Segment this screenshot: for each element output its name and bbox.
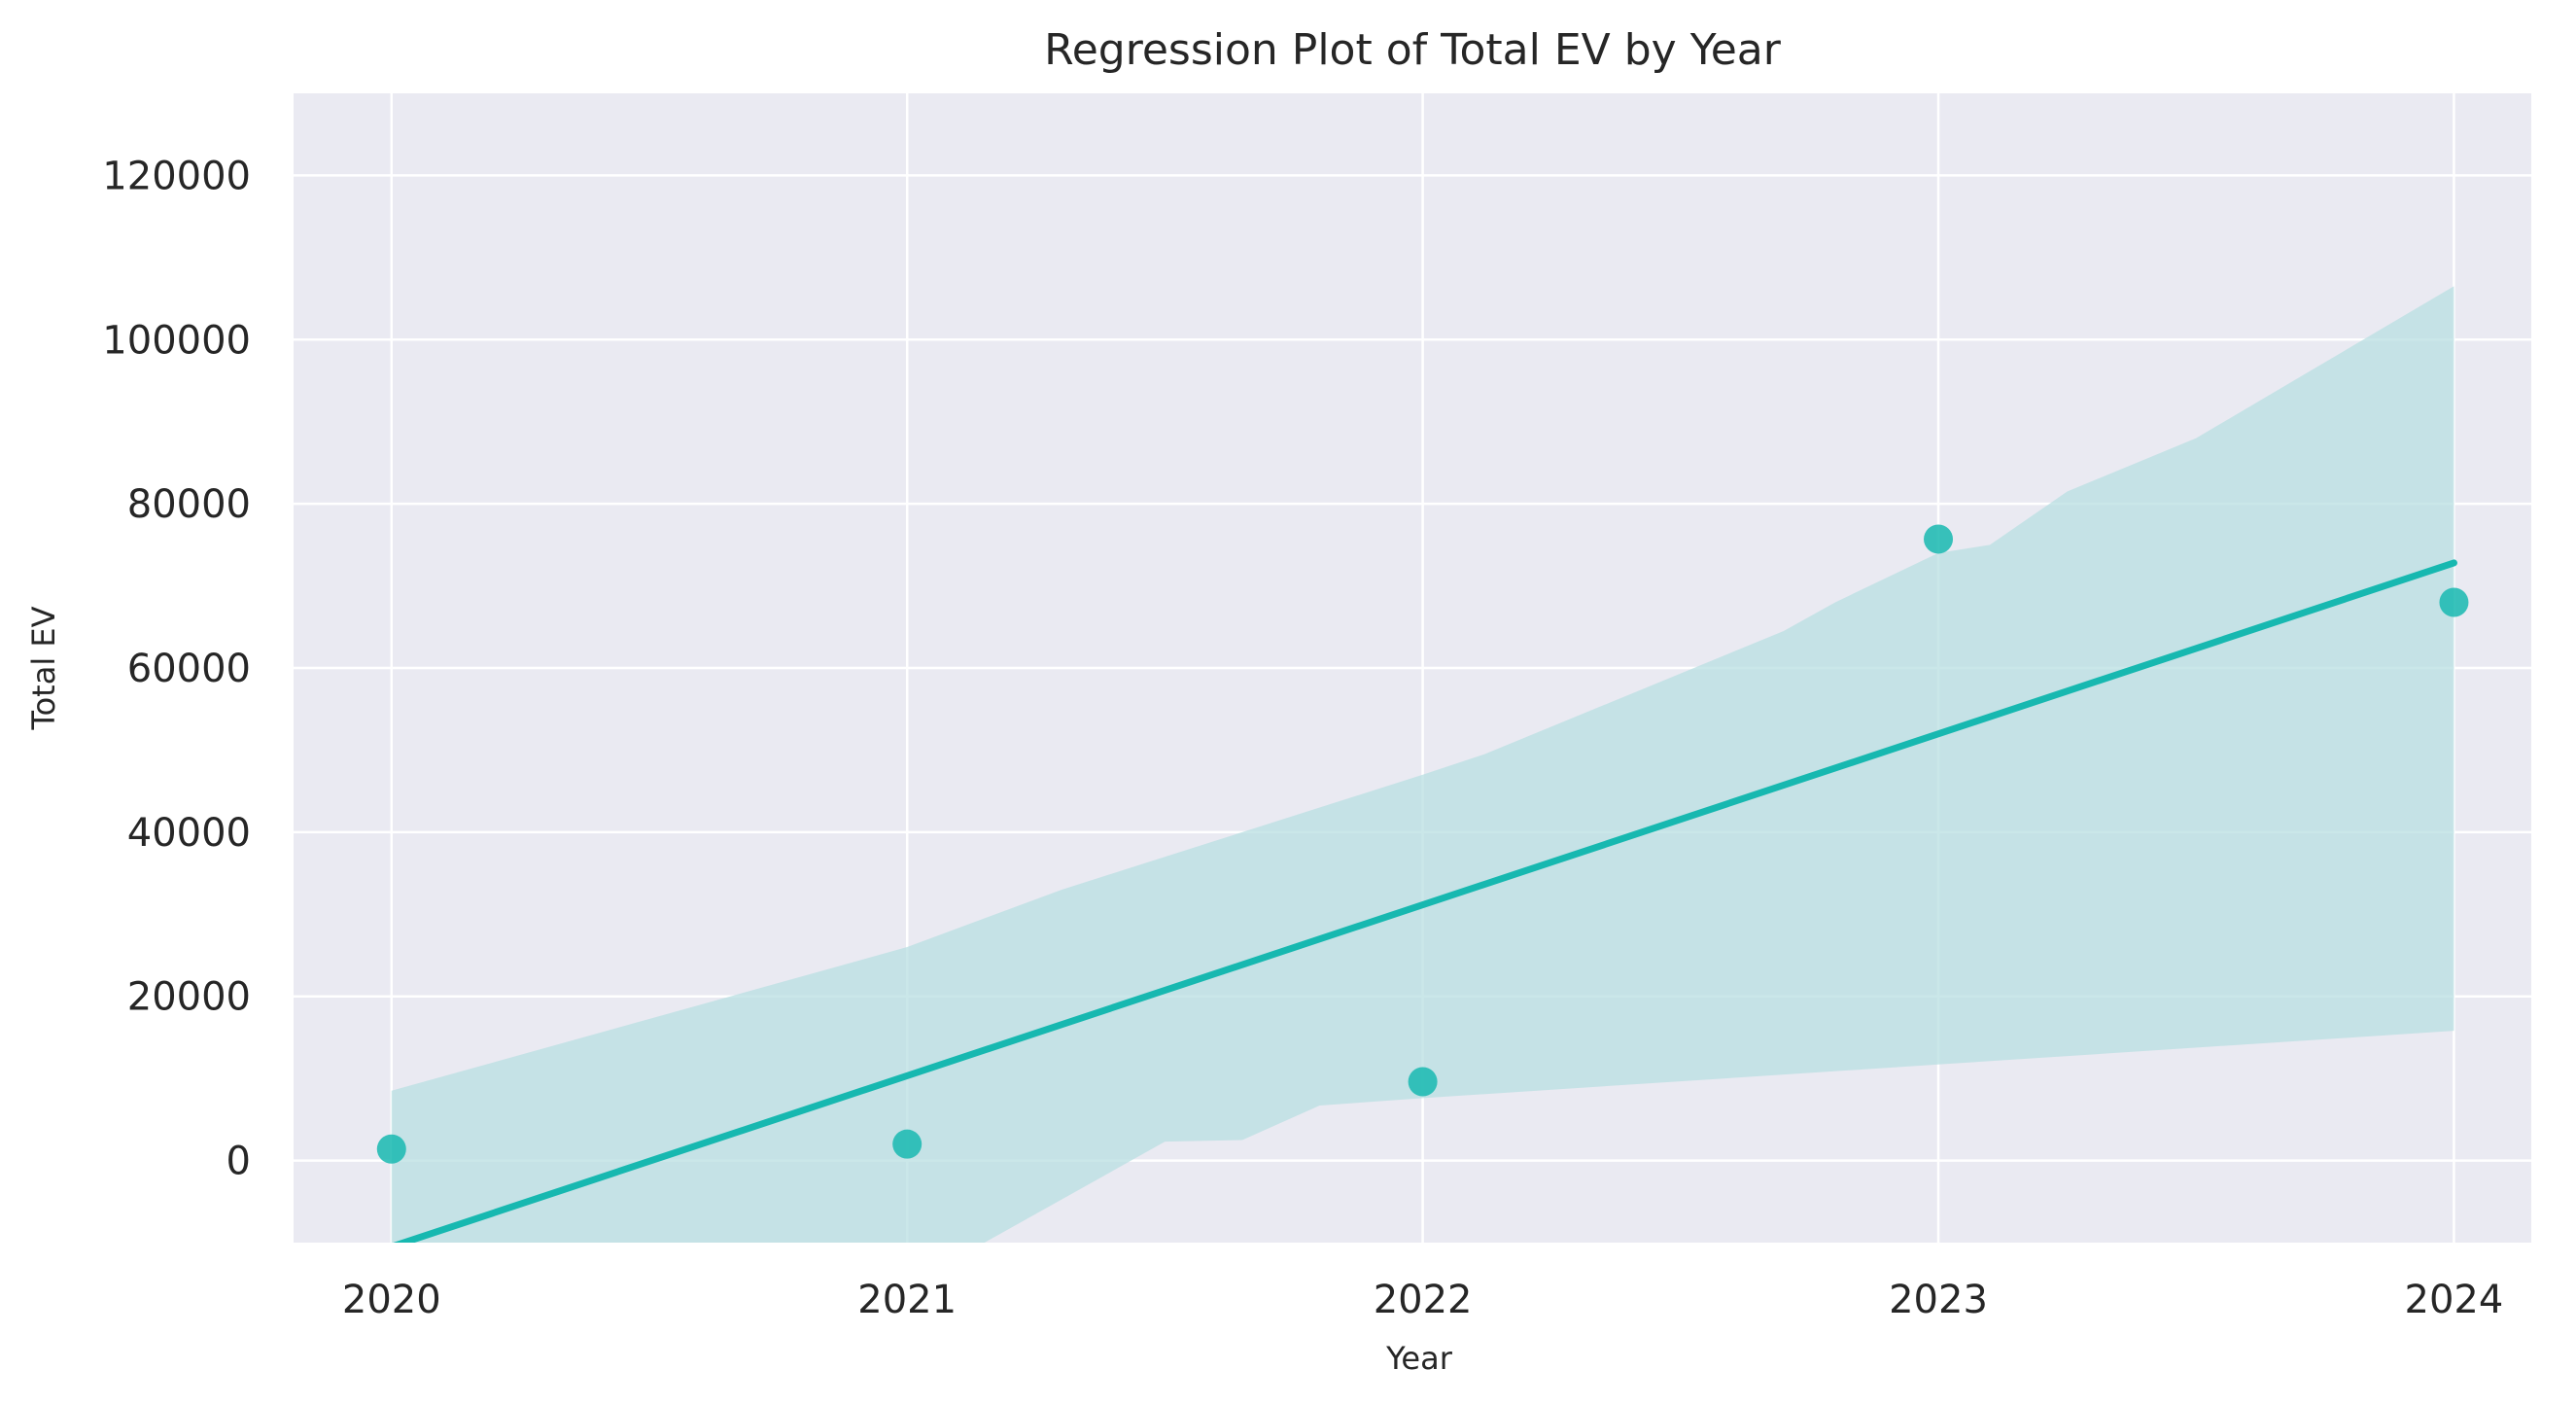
scatter-points-layer <box>376 524 2469 1164</box>
y-tick-label: 0 <box>226 1140 251 1184</box>
y-tick-label: 100000 <box>102 318 251 363</box>
data-point <box>1924 524 1954 554</box>
regression-line <box>393 559 2457 1243</box>
x-tick-label: 2021 <box>857 1278 957 1322</box>
y-tick-labels: 0 20000 40000 60000 80000 100000 120000 <box>102 154 251 1183</box>
regression-line-layer <box>393 559 2457 1243</box>
data-point <box>1408 1067 1438 1097</box>
y-tick-label: 60000 <box>127 647 251 691</box>
data-point <box>376 1134 406 1164</box>
data-point <box>2439 587 2469 617</box>
y-tick-label: 20000 <box>127 975 251 1020</box>
x-axis-label: Year <box>1385 1340 1453 1377</box>
x-tick-label: 2022 <box>1374 1278 1473 1322</box>
x-tick-label: 2023 <box>1889 1278 1988 1322</box>
x-tick-label: 2020 <box>342 1278 441 1322</box>
x-tick-labels: 2020 2021 2022 2023 2024 <box>342 1278 2503 1322</box>
chart-title: Regression Plot of Total EV by Year <box>1044 25 1782 75</box>
y-tick-label: 80000 <box>127 482 251 527</box>
y-tick-label: 120000 <box>102 154 251 198</box>
x-tick-label: 2024 <box>2405 1278 2504 1322</box>
confidence-band-layer <box>391 286 2454 1243</box>
y-tick-label: 40000 <box>127 811 251 856</box>
data-point <box>892 1129 922 1159</box>
y-axis-label: Total EV <box>25 606 62 730</box>
confidence-band <box>391 286 2454 1243</box>
